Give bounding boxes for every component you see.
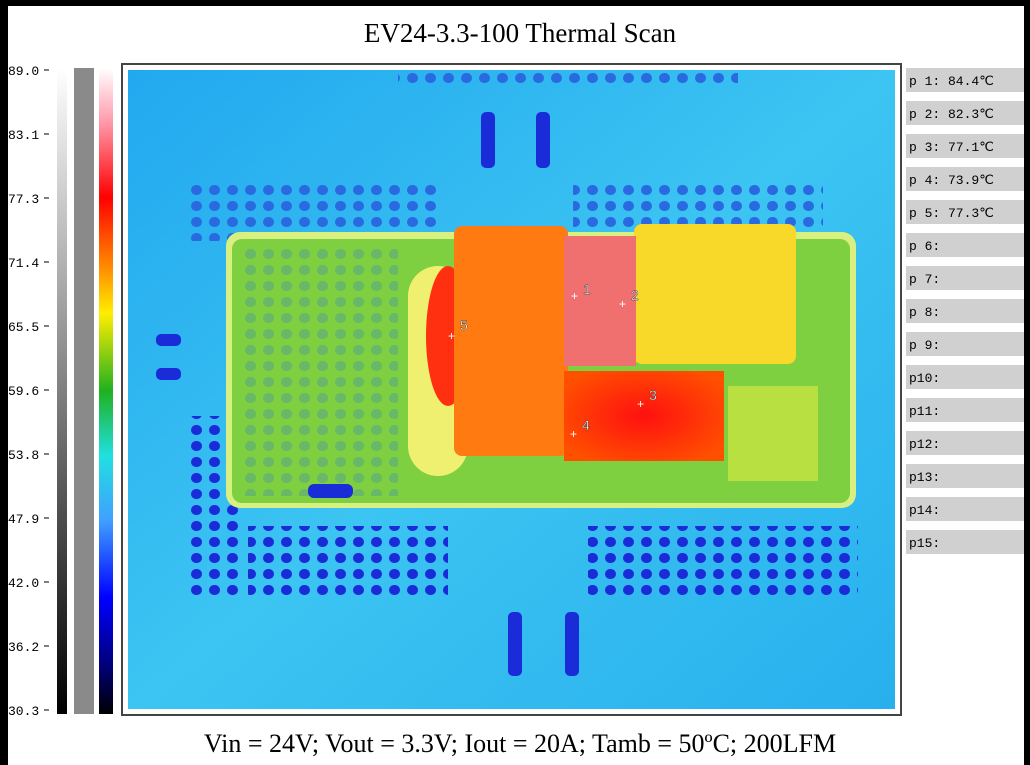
point-label: p 9: <box>909 338 940 353</box>
point-reading: 77.1℃ <box>948 140 994 155</box>
scale-label: 77.3 <box>8 192 39 207</box>
scale-label: 30.3 <box>8 704 39 719</box>
point-label: p 5: <box>909 206 940 221</box>
marker-label: 2 <box>631 287 639 303</box>
point-label: p10: <box>909 371 940 386</box>
scale-label: 71.4 <box>8 256 39 271</box>
point-reading: 82.3℃ <box>948 107 994 122</box>
marker-label: 1 <box>583 281 591 297</box>
scale-label: 83.1 <box>8 128 39 143</box>
point-reading: 73.9℃ <box>948 173 994 188</box>
point-label: p 2: <box>909 107 940 122</box>
scan-view: EV24-3.3-100 Thermal Scan 89.0 83.1 77.3 71… <box>8 6 1024 765</box>
point-label: p 4: <box>909 173 940 188</box>
point-reading: 84.4℃ <box>948 74 994 89</box>
scale-label: 53.8 <box>8 448 39 463</box>
scale-label: 59.6 <box>8 384 39 399</box>
point-label: p 8: <box>909 305 940 320</box>
gray-bar <box>74 68 94 714</box>
marker-cross: + <box>637 397 644 411</box>
scale-label: 89.0 <box>8 64 39 79</box>
scale-label: 47.9 <box>8 512 39 527</box>
gray-strip <box>57 68 67 714</box>
point-label: p12: <box>909 437 940 452</box>
point-label: p11: <box>909 404 940 419</box>
thermal-image <box>128 70 895 709</box>
point-label: p 6: <box>909 239 940 254</box>
marker-label: 3 <box>649 387 657 403</box>
scale-label: 36.2 <box>8 640 39 655</box>
title: EV24-3.3-100 Thermal Scan <box>364 18 677 48</box>
color-bar <box>99 68 113 714</box>
point-label: p 3: <box>909 140 940 155</box>
scale-label: 42.0 <box>8 576 39 591</box>
point-reading: 77.3℃ <box>948 206 994 221</box>
caption: Vin = 24V; Vout = 3.3V; Iout = 20A; Tamb… <box>204 729 836 758</box>
point-label: p15: <box>909 536 940 551</box>
point-label: p13: <box>909 470 940 485</box>
marker-cross: + <box>571 289 578 303</box>
marker-cross: + <box>570 427 577 441</box>
marker-label: 4 <box>582 417 590 433</box>
marker-cross: + <box>448 329 455 343</box>
scale-label: 65.5 <box>8 320 39 335</box>
point-label: p14: <box>909 503 940 518</box>
point-label: p 1: <box>909 74 940 89</box>
marker-label: 5 <box>460 317 468 333</box>
point-label: p 7: <box>909 272 940 287</box>
window: EV24-3.3-100 Thermal Scan 89.0 83.1 77.3 71… <box>0 0 1030 765</box>
marker-cross: + <box>619 297 626 311</box>
